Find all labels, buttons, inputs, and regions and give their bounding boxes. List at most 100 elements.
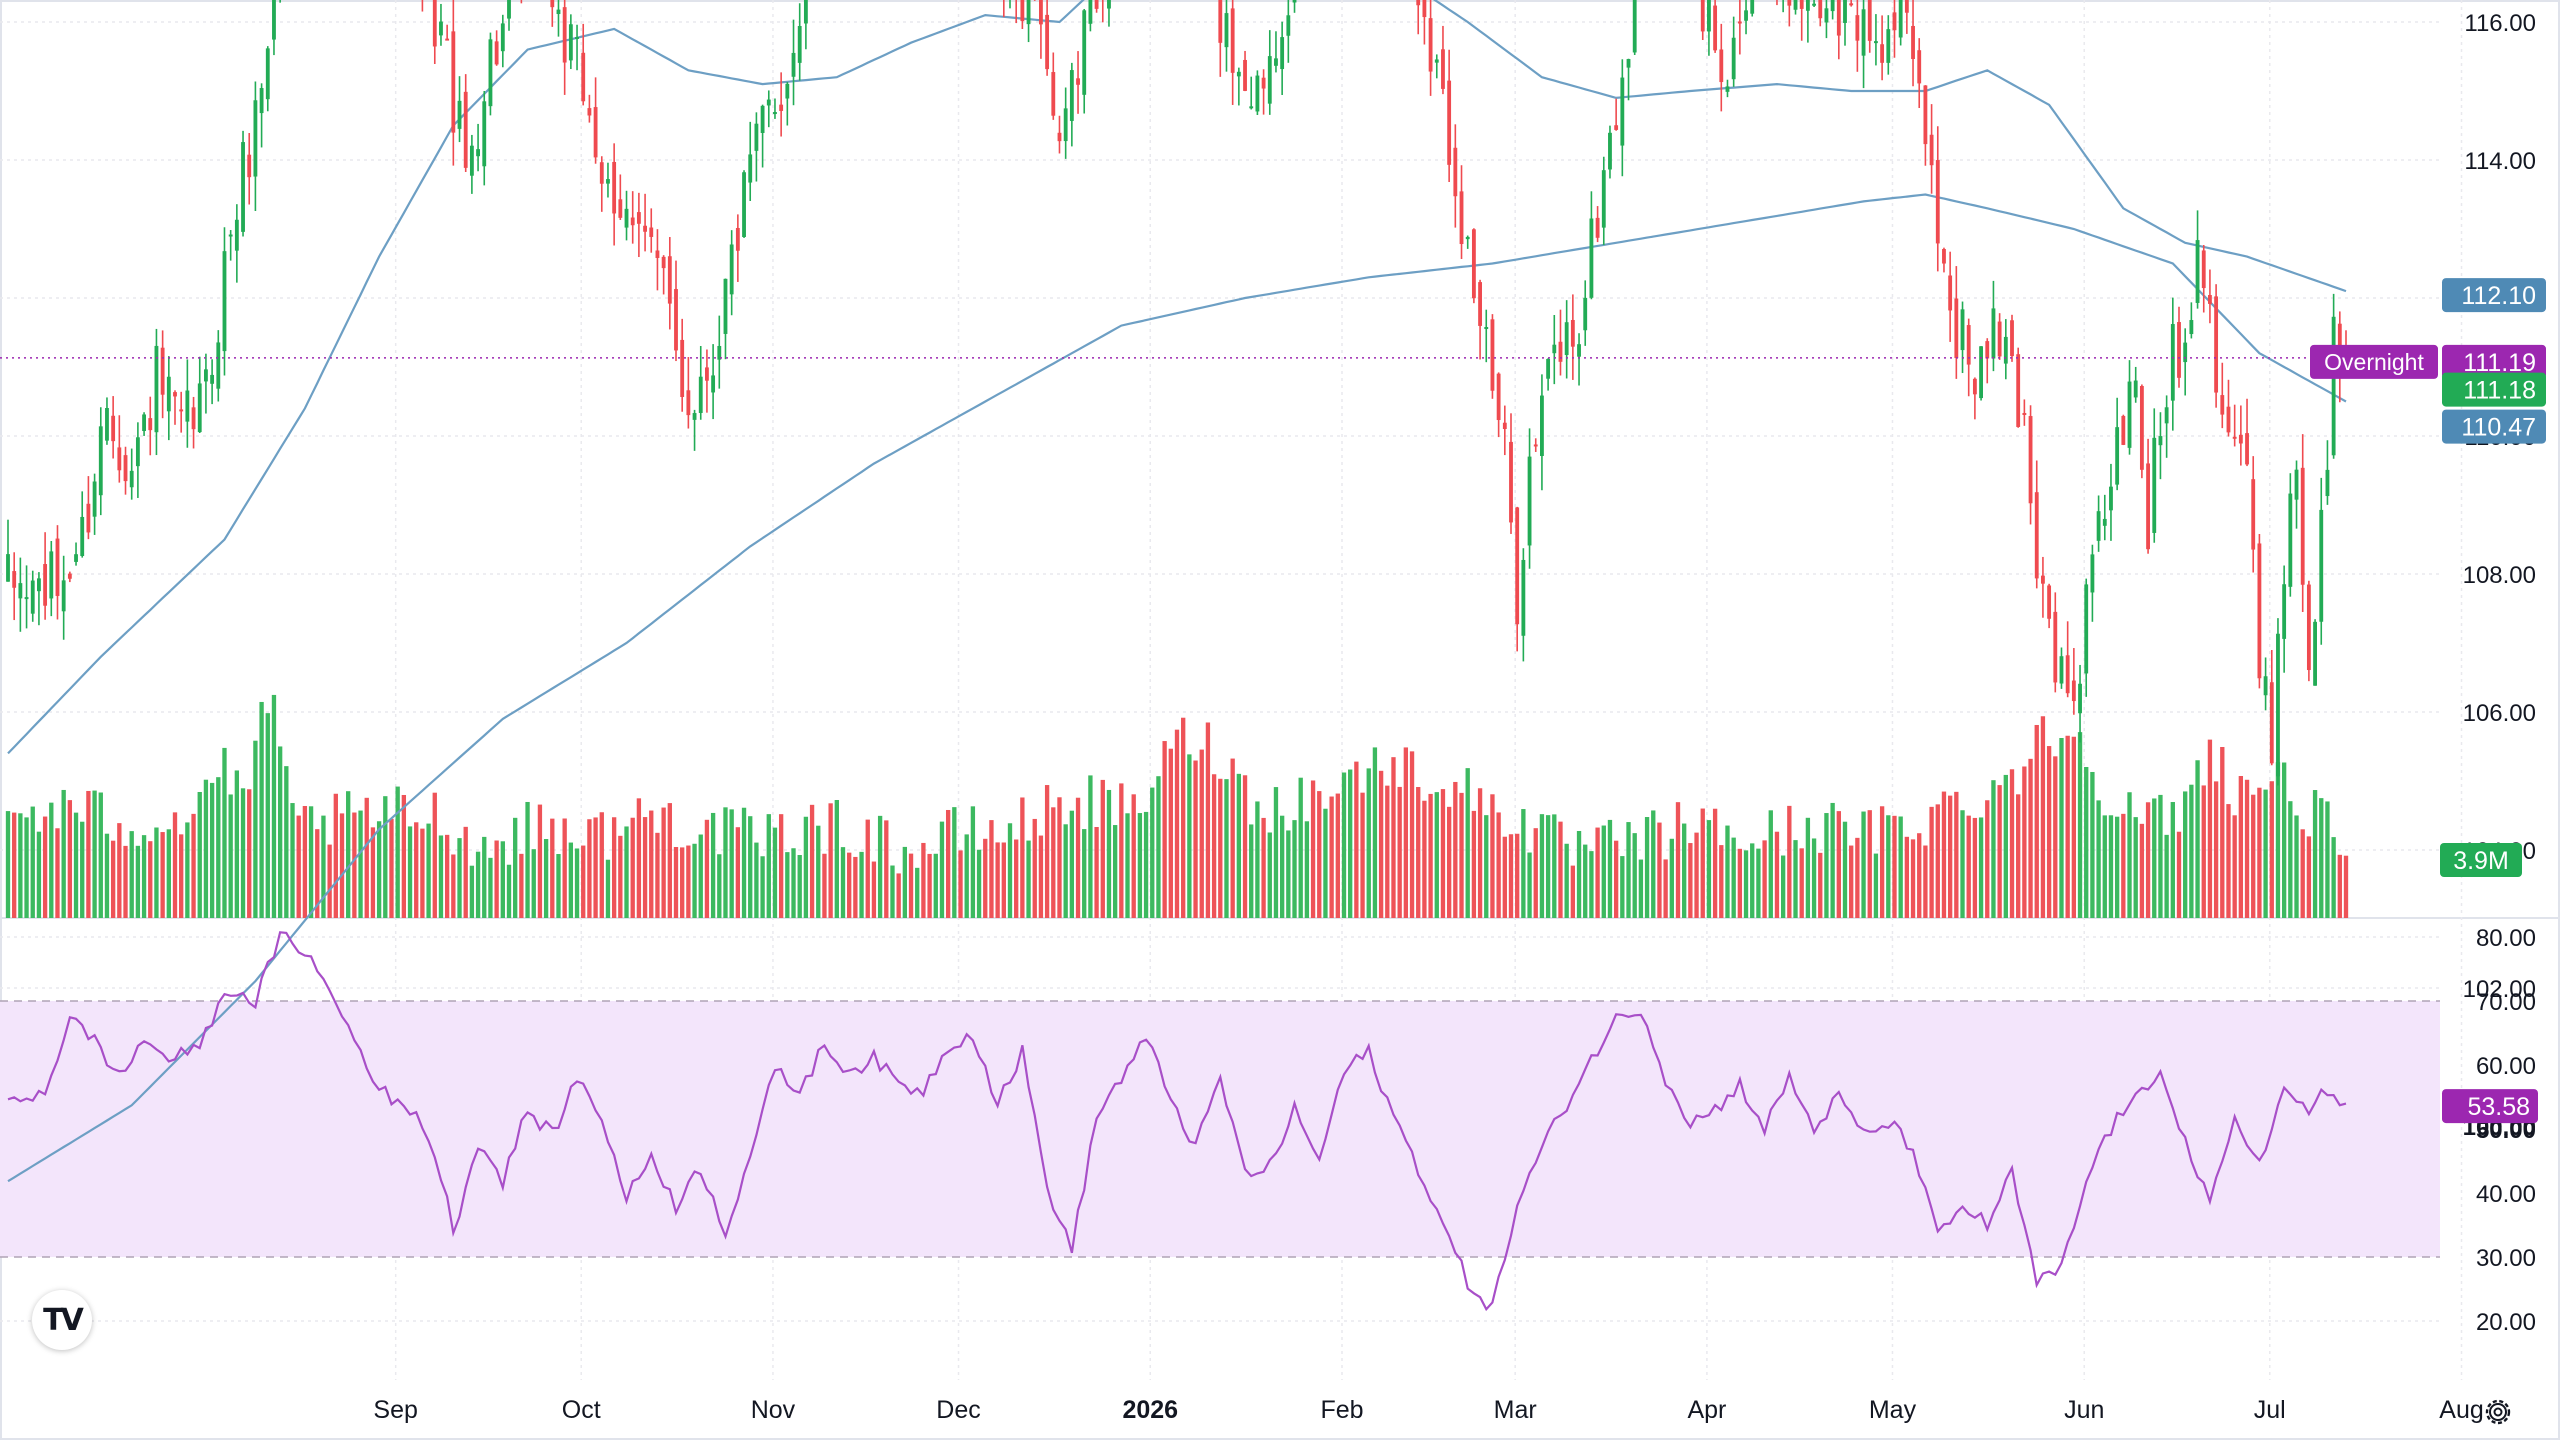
candle-body bbox=[86, 503, 91, 533]
volume-bar bbox=[172, 812, 178, 918]
candle-body bbox=[686, 390, 691, 416]
volume-bar bbox=[296, 815, 301, 918]
volume-bar bbox=[277, 746, 283, 918]
volume-bar bbox=[1156, 776, 1161, 918]
settings-gear-icon[interactable] bbox=[2478, 1392, 2518, 1432]
volume-bar bbox=[1620, 856, 1625, 918]
candle-body bbox=[2090, 554, 2095, 593]
candle-body bbox=[18, 583, 23, 599]
candle-body bbox=[1515, 507, 1520, 625]
volume-bar bbox=[642, 817, 648, 918]
volume-bar bbox=[2319, 798, 2324, 918]
ma-long-price-label: 110.47 bbox=[2442, 409, 2546, 444]
volume-bar bbox=[983, 838, 988, 918]
candle-body bbox=[234, 219, 239, 251]
price-tick-label: 106.00 bbox=[2463, 700, 2536, 727]
candle-body bbox=[649, 227, 654, 237]
volume-bar bbox=[2114, 816, 2120, 918]
candle-body bbox=[173, 392, 177, 397]
volume-bar bbox=[2238, 776, 2244, 918]
candle-body bbox=[179, 409, 184, 412]
candle-body bbox=[1509, 441, 1513, 523]
volume-bar bbox=[605, 859, 611, 918]
volume-bar bbox=[2201, 785, 2206, 918]
volume-label-bg bbox=[2440, 843, 2522, 877]
candle-body bbox=[1502, 422, 1507, 430]
candle-body bbox=[2325, 469, 2330, 497]
candle-body bbox=[2146, 463, 2150, 550]
volume-bar bbox=[1323, 808, 1328, 918]
candle-body bbox=[2238, 434, 2243, 444]
volume-bar bbox=[463, 826, 468, 918]
candle-body bbox=[556, 9, 561, 15]
volume-bar bbox=[1700, 808, 1705, 918]
candle-body bbox=[1583, 297, 1588, 331]
volume-bar bbox=[1174, 729, 1180, 918]
volume-bar bbox=[1150, 787, 1155, 918]
volume-bar bbox=[376, 821, 382, 918]
candle-body bbox=[1020, 0, 1025, 22]
candle-body bbox=[1608, 132, 1612, 170]
volume-bar bbox=[2071, 736, 2077, 918]
month-label: Mar bbox=[1494, 1396, 1537, 1424]
volume-bar bbox=[308, 806, 314, 918]
volume-bar bbox=[1026, 840, 1031, 918]
candle-body bbox=[1063, 108, 1068, 142]
candle-body bbox=[1422, 0, 1427, 18]
volume-bar bbox=[754, 842, 759, 918]
volume-bar bbox=[809, 804, 815, 918]
volume-bar bbox=[729, 809, 734, 918]
volume-bar bbox=[735, 827, 741, 918]
volume-bar bbox=[1657, 822, 1662, 918]
volume-bar bbox=[265, 713, 270, 918]
volume-bar bbox=[908, 853, 914, 918]
candle-body bbox=[618, 199, 623, 218]
price-candles bbox=[6, 0, 2348, 786]
rsi-label-bg bbox=[2442, 1089, 2538, 1124]
candle-body bbox=[55, 538, 60, 596]
volume-bar bbox=[1750, 843, 1755, 918]
volume-bar bbox=[5, 811, 11, 918]
candle-body bbox=[1700, 0, 1705, 32]
volume-bar bbox=[1181, 717, 1186, 918]
candle-body bbox=[587, 108, 592, 116]
volume-bar bbox=[1224, 779, 1229, 918]
candle-body bbox=[2251, 479, 2256, 550]
month-label: Apr bbox=[1687, 1396, 1726, 1424]
volume-bar bbox=[2121, 813, 2126, 918]
candle-body bbox=[692, 413, 697, 420]
volume-bar bbox=[488, 857, 493, 918]
candle-body bbox=[457, 100, 462, 129]
candle-body bbox=[30, 580, 35, 614]
volume-bar bbox=[352, 812, 357, 918]
volume-bar bbox=[1372, 747, 1378, 918]
last-price-label: 111.18 bbox=[2442, 372, 2546, 407]
volume-bar bbox=[2053, 756, 2058, 918]
volume-bar bbox=[531, 849, 536, 918]
volume-bar bbox=[680, 847, 685, 918]
volume-bar bbox=[1861, 811, 1866, 918]
volume-bar bbox=[1335, 793, 1340, 918]
rsi-band bbox=[0, 1000, 2440, 1258]
candle-body bbox=[1552, 344, 1557, 354]
tradingview-logo[interactable]: TV bbox=[32, 1290, 92, 1350]
volume-bar bbox=[253, 740, 258, 918]
volume-bar bbox=[339, 813, 345, 918]
candle-body bbox=[1929, 134, 1934, 166]
volume-bar bbox=[1910, 839, 1916, 918]
volume-bar bbox=[1137, 813, 1143, 918]
volume-bar bbox=[1966, 815, 1971, 918]
volume-bar bbox=[2337, 854, 2342, 918]
candle-body bbox=[111, 415, 116, 442]
volume-bar bbox=[593, 817, 598, 918]
month-label: Sep bbox=[373, 1396, 417, 1424]
volume-bar bbox=[1601, 825, 1606, 918]
volume-bar bbox=[698, 834, 703, 918]
candle-body bbox=[711, 375, 716, 393]
volume-bar bbox=[1558, 821, 1563, 918]
candle-body bbox=[1236, 71, 1241, 77]
candle-body bbox=[49, 551, 54, 599]
candle-body bbox=[1632, 0, 1637, 53]
